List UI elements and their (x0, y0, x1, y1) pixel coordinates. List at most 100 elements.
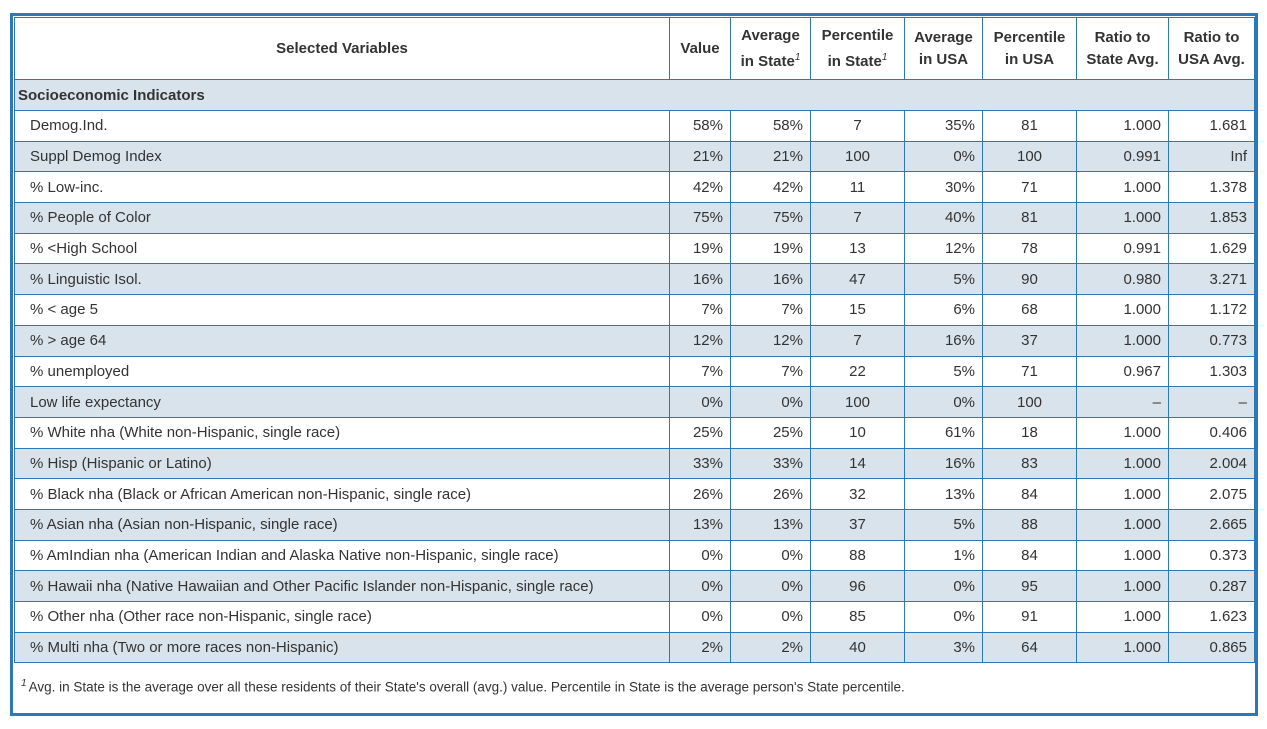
average-in-state-cell: 25% (730, 416, 811, 449)
ratio-usa-avg-cell: 1.623 (1168, 601, 1255, 633)
section-header-row: Socioeconomic Indicators (14, 79, 1255, 111)
header-value: Value (669, 17, 731, 80)
percentile-in-usa-cell: 83 (982, 447, 1077, 480)
average-in-state-cell: 19% (730, 232, 811, 265)
ratio-state-avg-cell: 1.000 (1076, 110, 1169, 142)
percentile-in-usa-cell: 100 (982, 140, 1077, 173)
table-row: % White nha (White non-Hispanic, single … (14, 416, 1255, 449)
row-label: % Hawaii nha (Native Hawaiian and Other … (14, 570, 670, 602)
ratio-usa-avg-cell: 1.172 (1168, 294, 1255, 326)
value-cell: 58% (669, 110, 731, 142)
average-in-usa-cell: 35% (904, 110, 983, 142)
percentile-in-usa-cell: 18 (982, 416, 1077, 449)
ratio-state-avg-cell: 1.000 (1076, 539, 1169, 572)
value-cell: 0% (669, 539, 731, 572)
row-label: % <High School (14, 232, 670, 265)
ratio-state-avg-cell: 0.991 (1076, 232, 1169, 265)
footnote-marker: 1 (881, 51, 888, 63)
ratio-state-avg-cell: 0.980 (1076, 263, 1169, 296)
percentile-in-state-cell: 13 (810, 232, 905, 265)
percentile-in-usa-cell: 84 (982, 478, 1077, 510)
percentile-in-state-cell: 88 (810, 539, 905, 572)
header-selected-variables: Selected Variables (14, 17, 670, 80)
percentile-in-state-cell: 32 (810, 478, 905, 510)
average-in-state-cell: 7% (730, 355, 811, 388)
average-in-usa-cell: 5% (904, 355, 983, 388)
percentile-in-state-cell: 47 (810, 263, 905, 296)
value-cell: 0% (669, 570, 731, 602)
ratio-state-avg-cell: 1.000 (1076, 601, 1169, 633)
socioeconomic-table: Selected Variables Value Average in State… (14, 17, 1255, 664)
ratio-usa-avg-cell: 1.629 (1168, 232, 1255, 265)
value-cell: 13% (669, 508, 731, 541)
percentile-in-usa-cell: 71 (982, 171, 1077, 204)
table-row: % AmIndian nha (American Indian and Alas… (14, 539, 1255, 572)
average-in-usa-cell: 1% (904, 539, 983, 572)
percentile-in-usa-cell: 81 (982, 110, 1077, 142)
table-row: % Other nha (Other race non-Hispanic, si… (14, 601, 1255, 633)
section-title: Socioeconomic Indicators (14, 79, 1255, 111)
ratio-usa-avg-cell: 0.865 (1168, 631, 1255, 664)
percentile-in-state-cell: 7 (810, 110, 905, 142)
percentile-in-usa-cell: 90 (982, 263, 1077, 296)
average-in-usa-cell: 5% (904, 508, 983, 541)
percentile-in-usa-cell: 100 (982, 386, 1077, 418)
footnote-text: Avg. in State is the average over all th… (28, 679, 905, 695)
average-in-state-cell: 33% (730, 447, 811, 480)
average-in-state-cell: 26% (730, 478, 811, 510)
ratio-usa-avg-cell: 2.665 (1168, 508, 1255, 541)
average-in-usa-cell: 16% (904, 447, 983, 480)
value-cell: 12% (669, 324, 731, 357)
average-in-state-cell: 0% (730, 539, 811, 572)
value-cell: 2% (669, 631, 731, 664)
ratio-state-avg-cell: 1.000 (1076, 294, 1169, 326)
average-in-state-cell: 13% (730, 508, 811, 541)
average-in-usa-cell: 0% (904, 140, 983, 173)
row-label: % Black nha (Black or African American n… (14, 478, 670, 510)
average-in-state-cell: 75% (730, 202, 811, 234)
report-panel: Selected Variables Value Average in State… (10, 13, 1258, 716)
row-label: % Multi nha (Two or more races non-Hispa… (14, 631, 670, 664)
ratio-usa-avg-cell: 2.004 (1168, 447, 1255, 480)
header-percentile-in-usa: Percentile in USA (982, 17, 1077, 80)
percentile-in-state-cell: 22 (810, 355, 905, 388)
ratio-state-avg-cell: 0.967 (1076, 355, 1169, 388)
ratio-state-avg-cell: 1.000 (1076, 631, 1169, 664)
percentile-in-usa-cell: 78 (982, 232, 1077, 265)
percentile-in-usa-cell: 37 (982, 324, 1077, 357)
table-row: % Linguistic Isol. 16% 16% 47 5% 90 0.980 3.271 (14, 263, 1255, 296)
average-in-usa-cell: 0% (904, 386, 983, 418)
average-in-state-cell: 0% (730, 570, 811, 602)
ratio-usa-avg-cell: 1.378 (1168, 171, 1255, 204)
percentile-in-usa-cell: 81 (982, 202, 1077, 234)
average-in-usa-cell: 3% (904, 631, 983, 664)
table-row: % People of Color 75% 75% 7 40% 81 1.000 1.853 (14, 202, 1255, 234)
ratio-usa-avg-cell: 1.681 (1168, 110, 1255, 142)
header-ratio-usa-avg: Ratio to USA Avg. (1168, 17, 1255, 80)
average-in-state-cell: 58% (730, 110, 811, 142)
ratio-usa-avg-cell: 0.773 (1168, 324, 1255, 357)
average-in-state-cell: 2% (730, 631, 811, 664)
header-average-in-usa: Average in USA (904, 17, 983, 80)
average-in-state-cell: 42% (730, 171, 811, 204)
average-in-state-cell: 0% (730, 386, 811, 418)
percentile-in-state-cell: 15 (810, 294, 905, 326)
value-cell: 7% (669, 355, 731, 388)
value-cell: 16% (669, 263, 731, 296)
percentile-in-state-cell: 96 (810, 570, 905, 602)
average-in-usa-cell: 16% (904, 324, 983, 357)
ratio-usa-avg-cell: – (1168, 386, 1255, 418)
value-cell: 0% (669, 601, 731, 633)
percentile-in-state-cell: 40 (810, 631, 905, 664)
ratio-usa-avg-cell: 0.406 (1168, 416, 1255, 449)
value-cell: 42% (669, 171, 731, 204)
percentile-in-state-cell: 10 (810, 416, 905, 449)
ratio-state-avg-cell: 1.000 (1076, 508, 1169, 541)
table-row: % Low-inc. 42% 42% 11 30% 71 1.000 1.378 (14, 171, 1255, 204)
percentile-in-state-cell: 100 (810, 386, 905, 418)
ratio-usa-avg-cell: 0.373 (1168, 539, 1255, 572)
row-label: Demog.Ind. (14, 110, 670, 142)
average-in-state-cell: 12% (730, 324, 811, 357)
ratio-state-avg-cell: – (1076, 386, 1169, 418)
row-label: Low life expectancy (14, 386, 670, 418)
